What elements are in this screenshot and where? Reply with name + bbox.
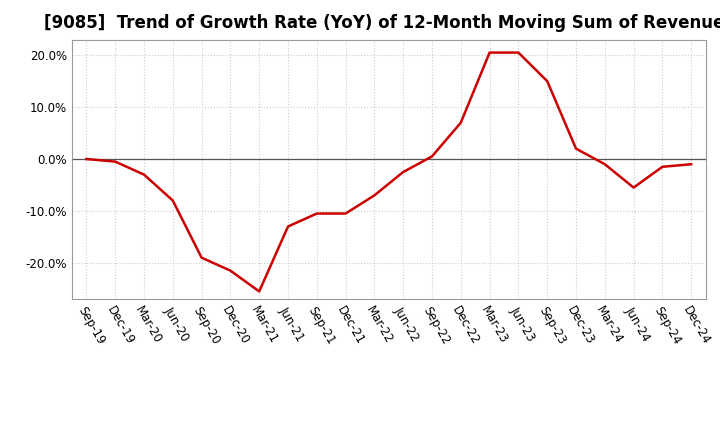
Title: [9085]  Trend of Growth Rate (YoY) of 12-Month Moving Sum of Revenues: [9085] Trend of Growth Rate (YoY) of 12-… [44, 15, 720, 33]
